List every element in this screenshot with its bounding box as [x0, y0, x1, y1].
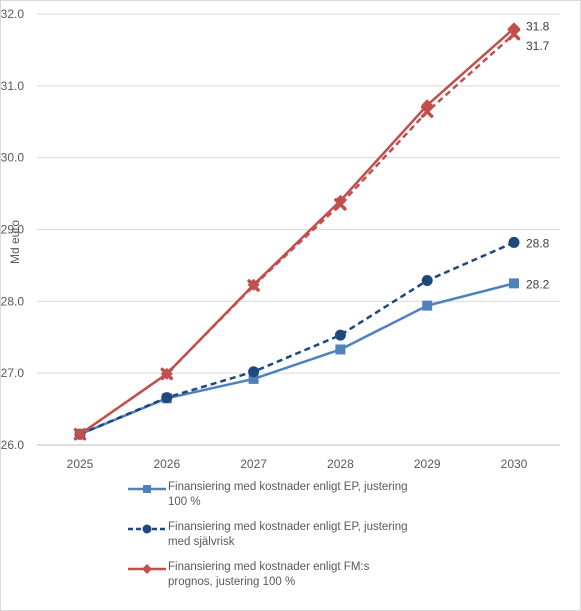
data-point [422, 300, 433, 311]
y-tick-label: 28.0 [1, 294, 25, 308]
series-line [79, 282, 515, 436]
data-point [334, 329, 346, 341]
y-tick-label: 30.0 [1, 151, 25, 165]
legend: Finansiering med kostnader enligt EP, ju… [126, 480, 416, 600]
series-line [79, 241, 515, 436]
series-line [79, 33, 515, 436]
data-point [335, 344, 346, 355]
y-tick-label: 32.0 [1, 7, 25, 21]
data-point [508, 22, 520, 35]
data-label: 31.7 [526, 39, 550, 53]
legend-swatch-ep-100 [128, 485, 166, 493]
data-point [508, 236, 520, 248]
legend-item-ep-sjalvrisk: Finansiering med kostnader enligt EP, ju… [126, 520, 416, 550]
data-label: 31.8 [526, 19, 550, 33]
data-point [334, 194, 347, 207]
legend-label-fm-100: Finansiering med kostnader enligt FM:s p… [168, 561, 370, 588]
data-point [247, 278, 260, 291]
data-point [421, 275, 433, 287]
legend-swatch-ep-sjalvrisk [128, 524, 166, 534]
legend-label-ep-sjalvrisk: Finansiering med kostnader enligt EP, ju… [168, 521, 408, 548]
legend-item-fm-100: Finansiering med kostnader enligt FM:s p… [126, 560, 416, 590]
data-point [248, 373, 259, 384]
y-tick-label: 31.0 [1, 79, 25, 93]
x-tick-label: 2026 [153, 457, 180, 471]
legend-item-ep-100: Finansiering med kostnader enligt EP, ju… [126, 480, 416, 510]
data-point [74, 428, 86, 441]
y-tick-label: 29.0 [1, 223, 25, 237]
data-point [509, 278, 519, 289]
data-label: 28.2 [526, 277, 550, 291]
x-tick-label: 2030 [501, 457, 528, 471]
data-point [421, 99, 434, 112]
y-tick-label: 27.0 [1, 366, 25, 380]
data-label: 28.8 [526, 236, 550, 250]
data-point [160, 367, 173, 380]
data-point [161, 392, 173, 404]
x-tick-label: 2027 [240, 457, 267, 471]
x-tick-label: 2025 [67, 457, 94, 471]
legend-label-ep-100: Finansiering med kostnader enligt EP, ju… [168, 481, 408, 508]
y-tick-label: 26.0 [1, 438, 25, 452]
series-line [79, 27, 515, 436]
data-point [248, 366, 260, 378]
x-tick-label: 2028 [327, 457, 354, 471]
legend-swatch-fm-100 [128, 564, 166, 574]
y-axis-title: Md euro [8, 220, 22, 264]
x-tick-label: 2029 [414, 457, 441, 471]
